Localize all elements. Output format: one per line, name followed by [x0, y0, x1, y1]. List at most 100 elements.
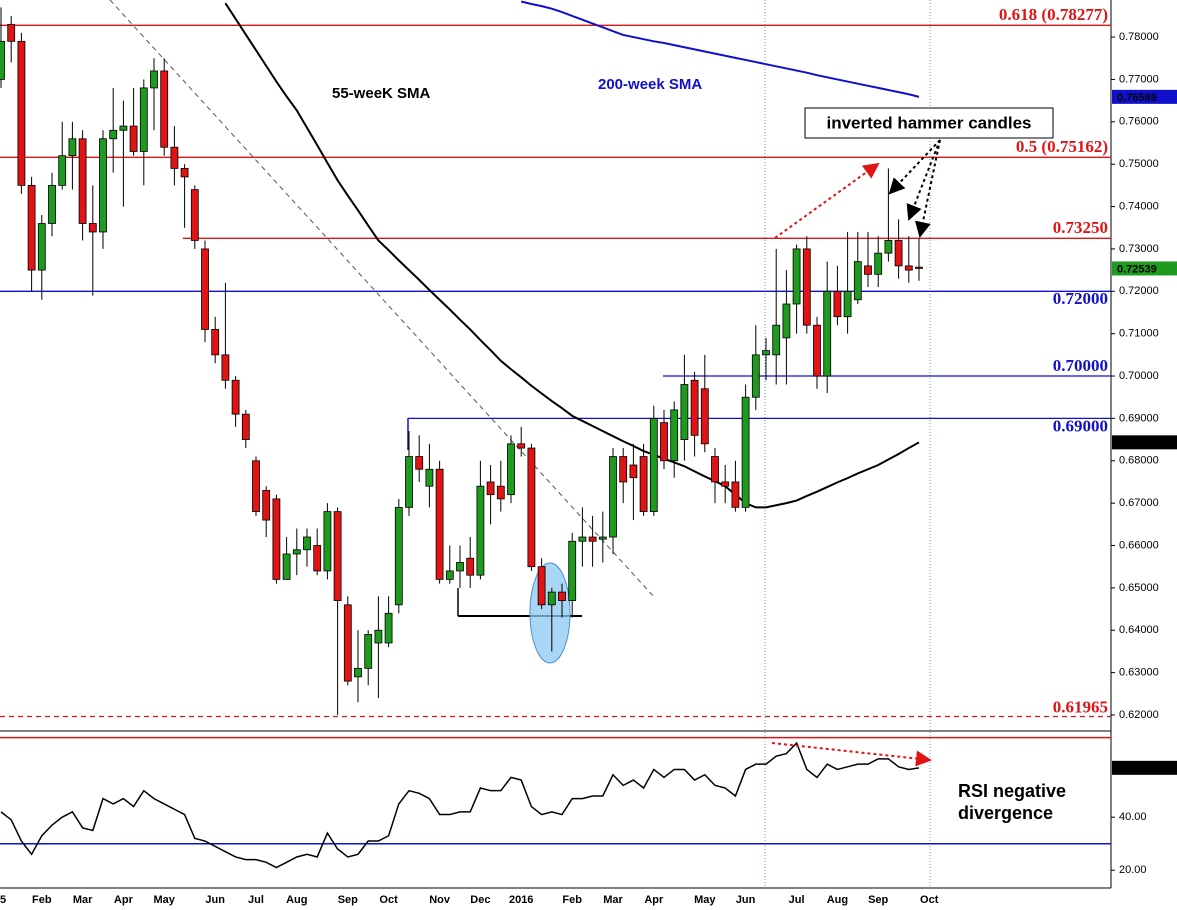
y-tick-label: 0.64000 — [1119, 624, 1159, 636]
annotation: RSI negative — [958, 781, 1066, 801]
candle-body — [374, 629, 383, 644]
x-tick-label: Oct — [920, 894, 939, 906]
candle-body — [160, 70, 169, 148]
y-tick-label: 0.69000 — [1119, 412, 1159, 424]
y-tick-label: 0.75000 — [1119, 158, 1159, 170]
candle-body — [109, 129, 118, 140]
candle-body — [119, 125, 128, 131]
x-tick-label: Dec — [470, 894, 490, 906]
candle-body — [231, 379, 240, 415]
candle-body — [292, 549, 301, 555]
x-tick-label: Apr — [644, 894, 664, 906]
candle-body — [221, 354, 230, 381]
value-badge-label: 0.72539 — [1117, 263, 1157, 275]
candle-body — [496, 485, 505, 500]
candle-body — [884, 240, 893, 254]
candle-body — [88, 223, 97, 233]
candle-body — [762, 350, 770, 356]
y-tick-label: 20.00 — [1119, 864, 1147, 876]
candle-body — [670, 409, 679, 462]
candle-body — [139, 87, 148, 152]
candle-body — [37, 223, 46, 271]
value-badge — [1112, 435, 1177, 450]
candle-body — [894, 240, 903, 267]
candle-body — [690, 379, 699, 436]
candle-body — [272, 498, 281, 580]
arrow — [906, 139, 941, 221]
candle-body — [629, 464, 638, 479]
candle-body — [99, 138, 107, 233]
y-tick-label: 0.65000 — [1119, 582, 1159, 594]
candle-body — [700, 388, 709, 445]
candle-body — [180, 168, 189, 178]
series-label: 55-weeK SMA — [332, 85, 431, 102]
candle-body — [558, 591, 566, 601]
candle-body — [354, 667, 362, 678]
candle-body — [517, 443, 526, 449]
candle-body — [405, 456, 413, 508]
y-tick-label: 0.74000 — [1119, 200, 1159, 212]
candle-body — [68, 138, 77, 157]
x-tick-label: Oct — [379, 894, 398, 906]
candle-body — [731, 481, 740, 508]
candle-body — [782, 303, 791, 339]
y-tick-label: 0.67000 — [1119, 497, 1159, 509]
marks — [0, 0, 1115, 871]
candle-body — [588, 536, 597, 542]
candle-body — [915, 266, 923, 269]
series-label: 200-week SMA — [598, 76, 702, 93]
highlight-ellipse — [529, 562, 571, 664]
value-badge — [1112, 261, 1177, 276]
candle-body — [190, 189, 199, 241]
candle-body — [660, 422, 668, 462]
level-label: 0.5 (0.75162) — [1016, 137, 1108, 156]
candle-body — [486, 481, 495, 496]
x-tick-label: 5 — [0, 894, 6, 906]
candle-body — [741, 396, 750, 508]
level-label: 0.61965 — [1053, 697, 1108, 716]
candle-body — [649, 417, 658, 513]
candle-body — [384, 612, 393, 644]
candle-body — [170, 146, 179, 169]
candle-body — [527, 447, 536, 568]
candle-body — [78, 138, 87, 224]
level-label: 0.70000 — [1053, 356, 1108, 375]
x-tick-label: May — [153, 894, 175, 906]
x-tick-label: Nov — [429, 894, 451, 906]
candle-body — [476, 485, 485, 576]
y-tick-label: 0.66000 — [1119, 539, 1159, 551]
candle-body — [129, 125, 138, 152]
candle-body — [619, 456, 628, 483]
candle-body — [639, 456, 648, 513]
y-tick-label: 0.62000 — [1119, 709, 1159, 721]
annotation: divergence — [958, 803, 1053, 823]
candle-body — [568, 540, 577, 601]
candle-body — [874, 252, 883, 275]
x-tick-label: 2016 — [509, 894, 533, 906]
x-tick-label: May — [694, 894, 716, 906]
y-tick-label: 0.72000 — [1119, 285, 1159, 297]
level-label: 0.618 (0.78277) — [999, 5, 1108, 24]
candle-body — [680, 384, 689, 440]
candle-body — [904, 265, 913, 271]
candle-body — [813, 324, 821, 377]
candle-body — [466, 557, 475, 576]
y-tick-label: 0.77000 — [1119, 73, 1159, 85]
candle-body — [323, 511, 332, 572]
candle-body — [333, 511, 342, 601]
candle-body — [711, 456, 719, 483]
y-tick-label: 0.63000 — [1119, 667, 1159, 679]
arrow — [771, 742, 932, 767]
candle-body — [303, 536, 311, 551]
candle-body — [751, 354, 760, 398]
level-label: 0.69000 — [1053, 416, 1108, 435]
sma-line — [224, 2, 920, 509]
candle-body — [802, 248, 811, 326]
candle-body — [48, 184, 56, 224]
level-label: 0.73250 — [1053, 218, 1108, 237]
x-tick-label: Mar — [603, 894, 623, 906]
y-tick-label: 0.68000 — [1119, 455, 1159, 467]
x-tick-label: Aug — [286, 894, 307, 906]
y-tick-label: 0.70000 — [1119, 370, 1159, 382]
candle-body — [772, 324, 781, 356]
